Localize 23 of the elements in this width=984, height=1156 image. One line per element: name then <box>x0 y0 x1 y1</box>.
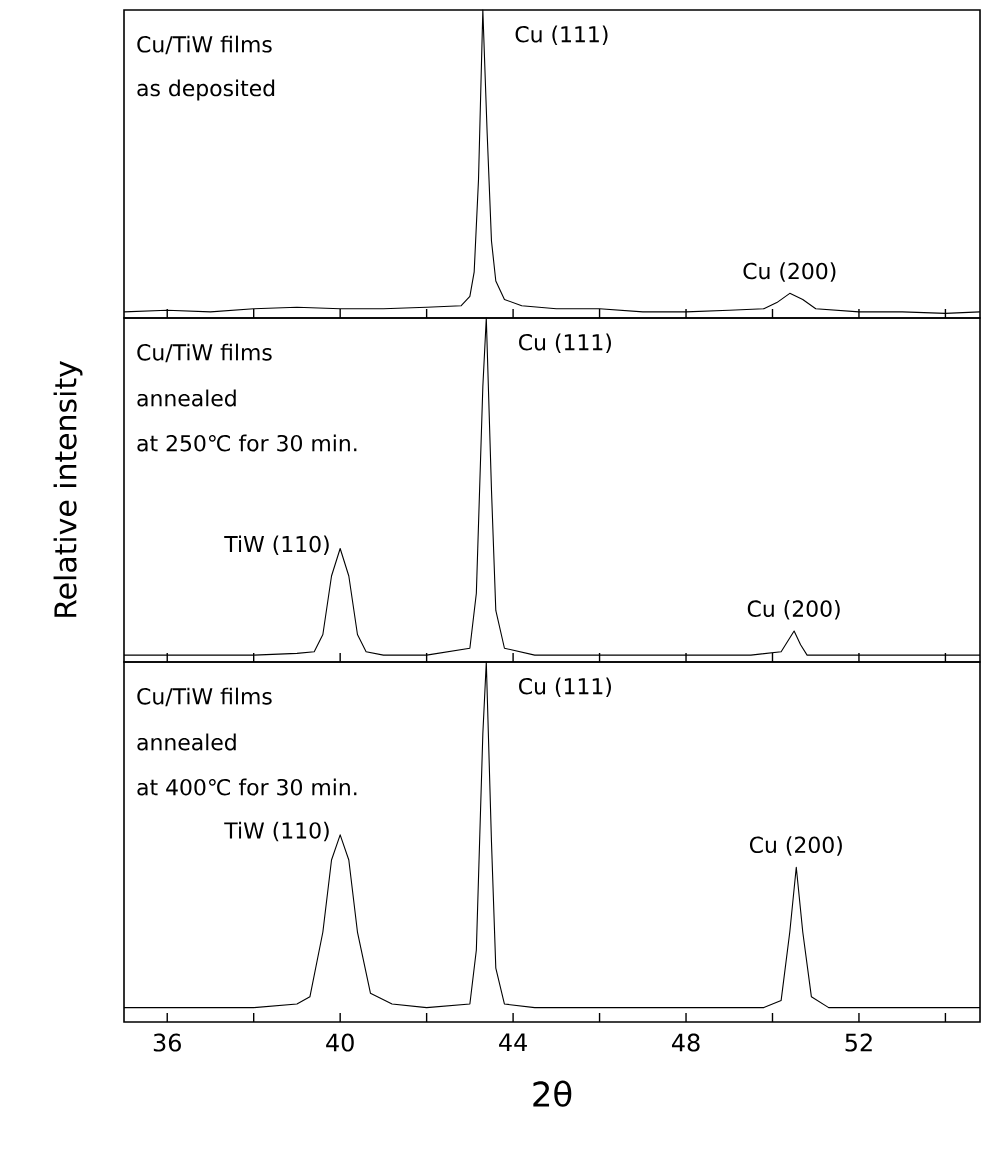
annotation: annealed <box>137 389 236 407</box>
x-axis-title: 2θ <box>533 1080 572 1107</box>
annotation: at 250℃ for 30 min. <box>137 434 357 452</box>
annotation: as deposited <box>137 79 275 101</box>
x-tick-label: 36 <box>153 1033 181 1052</box>
annotation: Cu (200) <box>747 600 840 620</box>
x-tick-label: 48 <box>671 1033 700 1052</box>
annotation: Cu (111) <box>519 333 611 354</box>
y-axis-title: Relative intensity <box>53 361 83 617</box>
annotation: annealed <box>137 733 236 751</box>
annotation: at 400℃ for 30 min. <box>137 778 357 796</box>
annotation: TiW (110) <box>224 535 329 555</box>
x-tick-label: 52 <box>845 1033 872 1052</box>
annotation: Cu/TiW films <box>137 343 272 363</box>
annotation: Cu (111) <box>515 25 608 46</box>
annotation: Cu (200) <box>743 262 836 282</box>
annotation: TiW (110) <box>224 821 329 842</box>
annotation: Cu (111) <box>519 677 611 698</box>
x-tick-label: 44 <box>499 1033 527 1051</box>
annotation: Cu/TiW films <box>137 687 272 707</box>
annotation: Cu (200) <box>749 836 842 856</box>
x-tick-label: 40 <box>326 1033 354 1052</box>
annotation: Cu/TiW films <box>137 35 272 55</box>
